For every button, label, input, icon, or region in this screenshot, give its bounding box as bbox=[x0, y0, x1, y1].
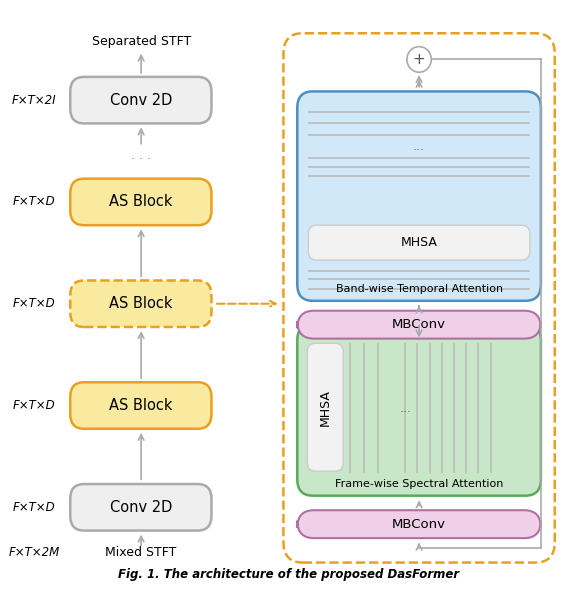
Text: Frame-wise Spectral Attention: Frame-wise Spectral Attention bbox=[335, 478, 503, 489]
Text: F×T×D: F×T×D bbox=[13, 501, 56, 514]
Circle shape bbox=[407, 47, 431, 72]
Text: Mixed STFT: Mixed STFT bbox=[105, 546, 177, 559]
Text: F×T×2M: F×T×2M bbox=[9, 546, 60, 559]
Text: ...: ... bbox=[399, 402, 412, 415]
Text: Conv 2D: Conv 2D bbox=[109, 500, 172, 515]
Text: MHSA: MHSA bbox=[401, 236, 438, 249]
FancyBboxPatch shape bbox=[70, 280, 211, 327]
FancyBboxPatch shape bbox=[298, 324, 541, 496]
FancyBboxPatch shape bbox=[307, 343, 343, 471]
FancyBboxPatch shape bbox=[70, 382, 211, 429]
FancyBboxPatch shape bbox=[298, 91, 541, 301]
Text: AS Block: AS Block bbox=[109, 195, 173, 209]
FancyBboxPatch shape bbox=[308, 225, 530, 260]
FancyBboxPatch shape bbox=[70, 179, 211, 225]
Text: MBConv: MBConv bbox=[392, 318, 446, 331]
Text: AS Block: AS Block bbox=[109, 398, 173, 413]
Text: Separated STFT: Separated STFT bbox=[92, 35, 191, 48]
Text: Band-wise Temporal Attention: Band-wise Temporal Attention bbox=[336, 284, 503, 294]
Text: ...: ... bbox=[413, 140, 425, 153]
FancyBboxPatch shape bbox=[70, 77, 211, 123]
FancyBboxPatch shape bbox=[298, 510, 541, 538]
Text: F×T×D: F×T×D bbox=[13, 195, 56, 208]
Text: +: + bbox=[413, 52, 425, 67]
Text: F×T×2I: F×T×2I bbox=[12, 94, 56, 107]
Text: MHSA: MHSA bbox=[319, 389, 332, 426]
FancyBboxPatch shape bbox=[298, 311, 541, 339]
Text: Conv 2D: Conv 2D bbox=[109, 93, 172, 107]
Text: F×T×D: F×T×D bbox=[13, 399, 56, 412]
Text: F×T×D: F×T×D bbox=[13, 297, 56, 310]
FancyBboxPatch shape bbox=[70, 484, 211, 530]
Text: Fig. 1. The architecture of the proposed DasFormer: Fig. 1. The architecture of the proposed… bbox=[119, 568, 459, 581]
Text: AS Block: AS Block bbox=[109, 296, 173, 312]
Text: . . .: . . . bbox=[131, 149, 151, 162]
Text: MBConv: MBConv bbox=[392, 517, 446, 530]
